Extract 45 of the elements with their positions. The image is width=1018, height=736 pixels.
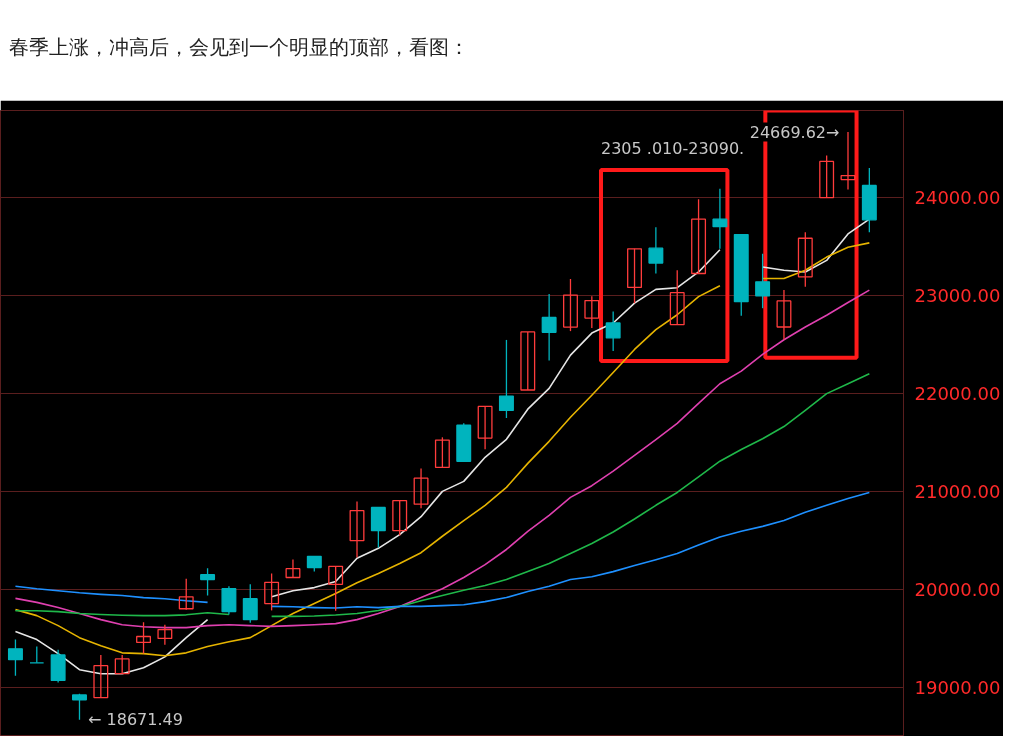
candlestick <box>605 310 621 352</box>
annotation: 24669.62→ <box>749 122 840 142</box>
candlestick <box>776 289 792 341</box>
candlestick <box>627 248 642 304</box>
y-tick-label: 22000.00 <box>914 383 1001 405</box>
y-tick-label: 19000.00 <box>914 677 1001 699</box>
candlestick <box>498 339 514 419</box>
candlestick <box>712 188 728 250</box>
chart-title: 春季上涨，冲高后，会见到一个明显的顶部，看图： <box>8 34 469 61</box>
candlestick <box>178 578 194 611</box>
annotation: ← 18671.49 <box>88 710 183 730</box>
candlestick <box>221 585 237 616</box>
y-tick-label: 24000.00 <box>914 187 1001 209</box>
candlestick <box>370 506 386 549</box>
candlestick <box>7 638 23 677</box>
candlestick <box>93 654 109 699</box>
candlestick <box>413 467 429 509</box>
candlestick <box>285 558 301 579</box>
candlestick <box>648 226 664 275</box>
y-tick-label: 21000.00 <box>914 481 1001 503</box>
candlestick <box>819 154 835 199</box>
candlestick <box>434 436 450 469</box>
candlestick <box>392 499 408 537</box>
candlestick <box>114 654 130 675</box>
candlestick <box>136 621 152 655</box>
annotation: 2305 .010-23090. <box>600 138 745 158</box>
candlestick <box>563 278 578 332</box>
candlestick <box>797 231 813 288</box>
candlestick <box>477 405 493 450</box>
y-tick-label: 20000.00 <box>914 579 1001 601</box>
candlestick <box>755 253 771 309</box>
candlestick <box>328 565 344 612</box>
candlestick <box>520 331 536 391</box>
candlestick <box>691 198 707 275</box>
candlestick <box>242 583 258 624</box>
candlestick <box>72 693 87 721</box>
candlestick <box>840 131 856 191</box>
y-tick-label: 23000.00 <box>914 285 1001 307</box>
candlestick <box>584 295 600 329</box>
candlestick <box>157 624 173 646</box>
candlestick <box>349 500 365 559</box>
candlestick <box>264 572 280 612</box>
candlestick <box>541 293 557 362</box>
candlestick <box>200 567 216 597</box>
candlestick <box>669 269 685 326</box>
